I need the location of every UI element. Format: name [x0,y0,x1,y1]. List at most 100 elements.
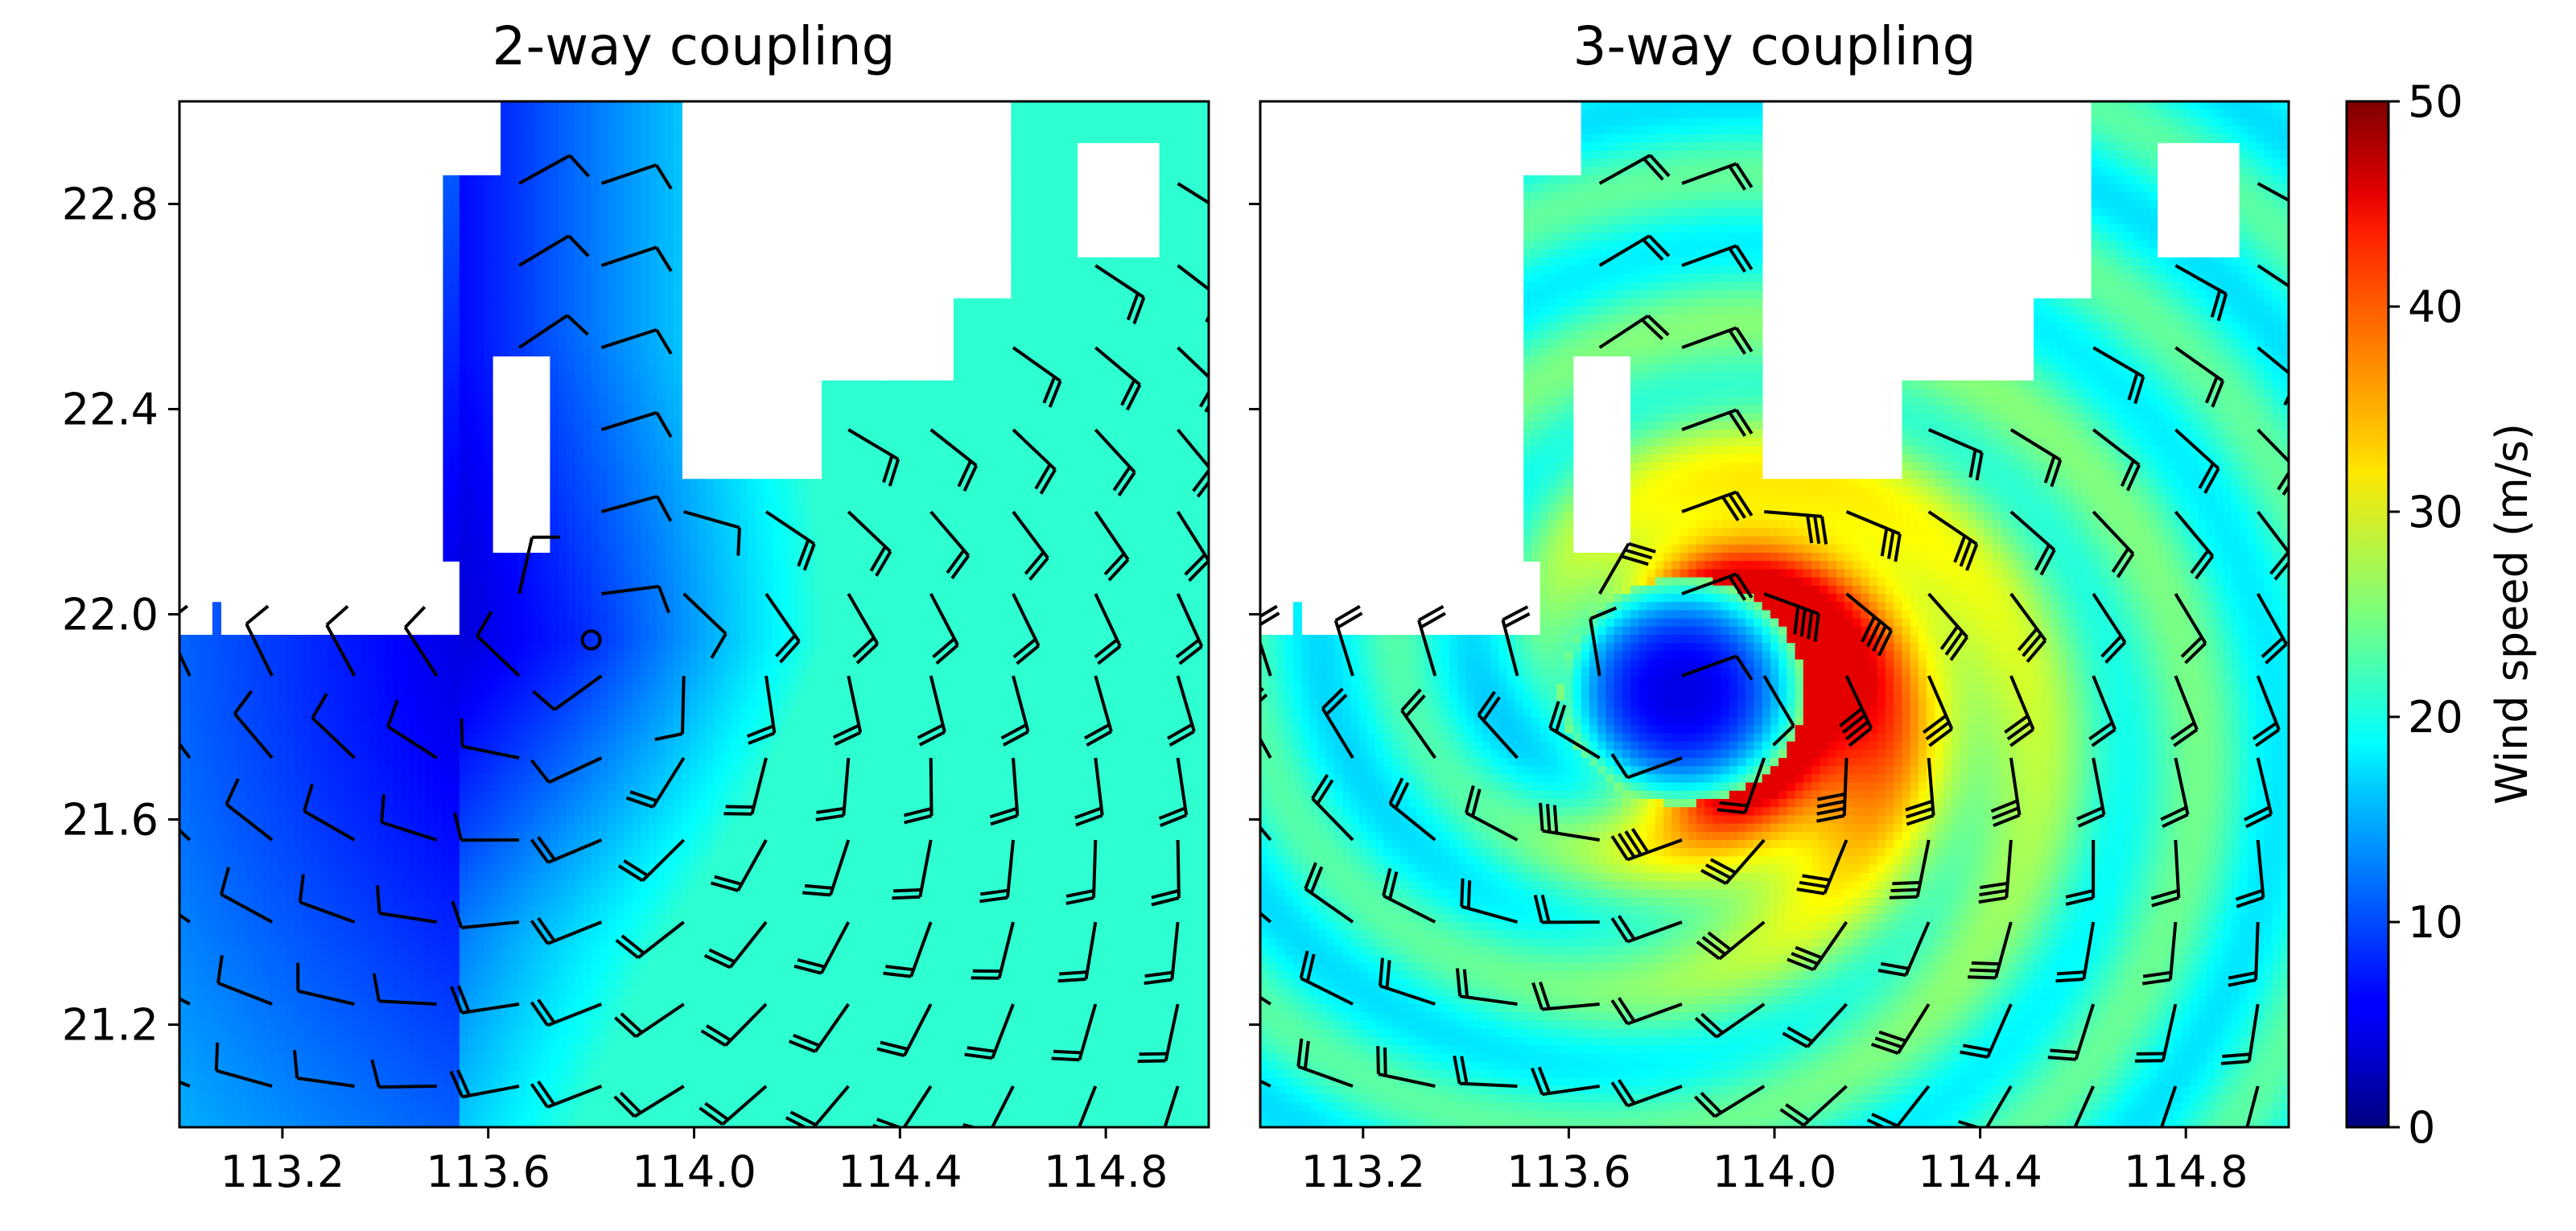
field-cell [1160,109,1168,118]
field-cell [1003,537,1012,546]
field-cell [1143,266,1152,274]
field-cell [1184,512,1193,521]
field-cell [591,356,600,364]
field-cell [526,109,534,118]
field-cell [904,619,913,628]
field-cell [583,446,591,455]
field-cell [616,569,624,578]
field-cell [1184,504,1193,513]
field-cell [814,553,822,562]
field-cell [641,422,649,430]
field-cell [641,150,649,159]
field-cell [748,660,756,669]
field-cell [723,684,732,693]
field-cell [789,660,798,669]
field-cell [624,578,633,587]
field-cell [847,397,855,406]
field-cell [937,405,946,414]
field-cell [575,307,583,315]
field-cell [1061,364,1070,373]
field-cell [1069,241,1078,249]
field-cell [633,307,641,315]
field-cell [624,602,633,611]
field-cell [1053,364,1061,373]
field-cell [1110,512,1119,521]
field-cell [460,487,468,496]
field-cell [1102,422,1111,430]
field-cell [1077,520,1086,529]
field-cell [567,651,575,660]
field-cell [633,282,641,290]
field-cell [773,684,781,693]
field-cell [624,594,633,603]
field-cell [591,323,600,331]
field-cell [1168,471,1177,480]
field-cell [1160,619,1168,628]
field-cell [839,455,847,463]
field-cell [1127,422,1136,430]
field-cell [468,619,476,628]
field-cell [550,150,558,159]
field-cell [460,340,468,348]
field-cell [781,479,789,488]
field-cell [699,619,707,628]
field-cell [1020,594,1028,603]
field-cell [1094,446,1103,455]
field-cell [1102,471,1111,480]
field-cell [534,619,542,628]
field-cell [839,430,847,438]
field-cell [624,150,633,159]
field-cell [567,668,575,677]
field-cell [1135,537,1144,546]
field-cell [501,619,509,628]
field-cell [1135,463,1144,471]
field-cell [1061,109,1070,118]
field-cell [1168,216,1177,225]
field-cell [666,553,674,562]
field-cell [509,274,517,282]
field-cell [1011,381,1020,389]
field-cell [1053,117,1061,126]
field-cell [1053,348,1061,356]
field-cell [1151,414,1160,422]
field-cell [402,651,410,660]
field-cell [1110,101,1119,110]
field-cell [863,561,872,570]
field-cell [1094,331,1103,340]
field-cell [1011,290,1020,299]
field-cell [385,635,394,644]
field-cell [451,364,460,373]
field-cell [995,578,1004,587]
field-cell [451,175,460,184]
field-cell [1184,397,1193,406]
field-cell [896,405,905,414]
field-cell [1094,479,1103,488]
field-cell [830,668,839,677]
field-cell [962,610,971,619]
field-cell [1176,249,1185,258]
field-cell [468,191,476,200]
field-cell [1069,167,1078,176]
field-cell [1036,389,1045,397]
field-cell [1127,446,1136,455]
field-cell [509,233,517,241]
field-cell [402,660,410,669]
field-cell [830,504,839,513]
field-cell [995,323,1004,331]
field-cell [1061,446,1070,455]
field-cell [764,545,773,554]
field-cell [756,610,765,619]
field-cell [484,479,493,488]
field-cell [641,512,649,521]
field-cell [484,216,493,225]
field-cell [1053,586,1061,595]
field-cell [682,545,690,554]
field-cell [361,651,369,660]
field-cell [468,545,476,554]
field-cell [311,684,320,693]
field-cell [608,216,616,225]
field-cell [1011,216,1020,225]
field-cell [1003,553,1012,562]
field-cell [756,512,765,521]
field-cell [1168,274,1177,282]
